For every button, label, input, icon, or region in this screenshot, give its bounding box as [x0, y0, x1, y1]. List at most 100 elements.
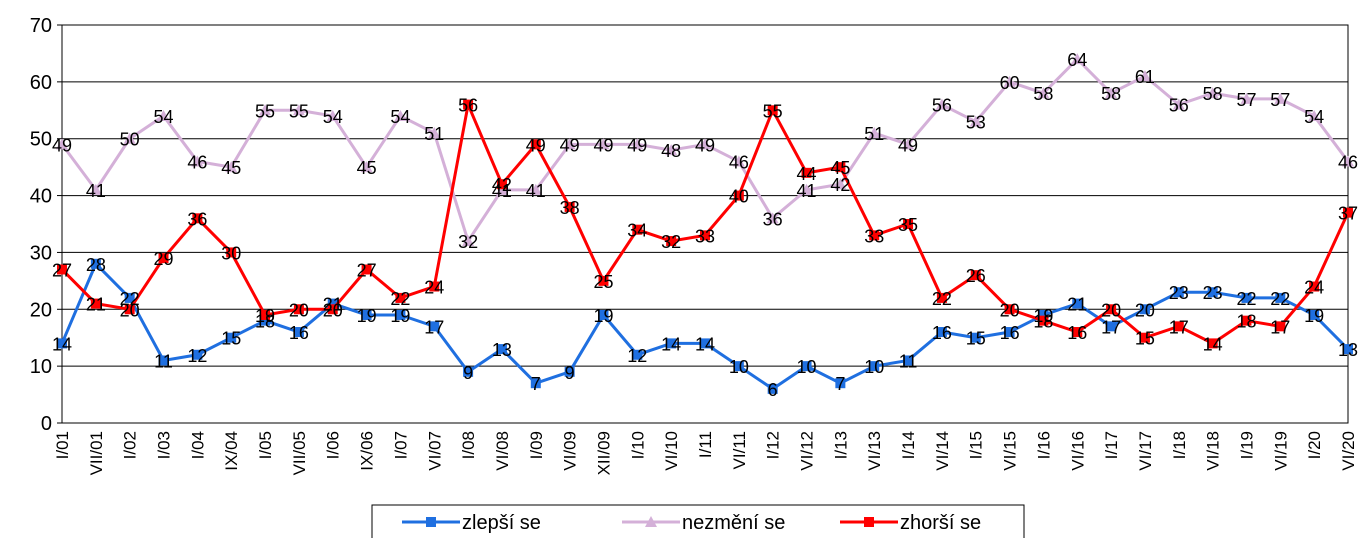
point: [259, 104, 272, 116]
data-label: 38: [560, 198, 580, 218]
data-label: 16: [1067, 323, 1087, 343]
x-tick-label: I/02: [121, 431, 140, 459]
data-label: 12: [187, 346, 207, 366]
data-label: 20: [1000, 300, 1020, 320]
data-label: 10: [864, 357, 884, 377]
point: [1037, 87, 1050, 99]
x-tick-label: I/03: [155, 431, 174, 459]
data-label: 25: [593, 272, 613, 292]
point: [293, 304, 304, 315]
point: [495, 183, 508, 195]
x-tick-label: I/09: [527, 431, 546, 459]
data-label: 28: [86, 255, 106, 275]
data-label: 58: [1101, 84, 1121, 104]
point: [1206, 87, 1219, 99]
data-label: 21: [86, 295, 106, 315]
point: [666, 236, 677, 247]
data-label: 55: [289, 101, 309, 121]
point: [868, 127, 881, 139]
point: [360, 161, 373, 173]
point: [1004, 304, 1015, 315]
data-label: 14: [661, 334, 681, 354]
data-label: 14: [695, 334, 715, 354]
data-label: 41: [526, 181, 546, 201]
point: [1308, 109, 1321, 121]
y-tick-label: 20: [30, 299, 52, 321]
data-label: 49: [52, 135, 72, 155]
data-label: 55: [763, 101, 783, 121]
data-label: 61: [1135, 67, 1155, 87]
data-label: 32: [661, 232, 681, 252]
data-label: 49: [526, 135, 546, 155]
y-tick-label: 70: [30, 15, 52, 37]
plot-area: [61, 24, 1349, 424]
point: [260, 315, 271, 326]
data-label: 14: [1203, 334, 1223, 354]
point: [1038, 309, 1049, 320]
data-label: 22: [1270, 289, 1290, 309]
point: [767, 105, 778, 116]
data-label: 21: [323, 295, 343, 315]
x-tick-label: I/16: [1034, 431, 1053, 459]
legend-marker: [645, 516, 657, 527]
data-label: 22: [1236, 289, 1256, 309]
data-label: 45: [357, 158, 377, 178]
data-label: 24: [424, 278, 444, 298]
point: [733, 190, 744, 201]
point: [1139, 304, 1150, 315]
x-tick-label: I/08: [459, 431, 478, 459]
data-label: 60: [1000, 73, 1020, 93]
data-label: 36: [187, 209, 207, 229]
point: [428, 127, 441, 139]
data-label: 16: [289, 323, 309, 343]
point: [597, 138, 610, 150]
point: [226, 332, 237, 343]
data-label: 58: [1203, 84, 1223, 104]
data-label: 33: [695, 226, 715, 246]
data-label: 23: [1203, 283, 1223, 303]
data-label: 6: [768, 380, 778, 400]
point: [124, 292, 135, 303]
data-label: 34: [627, 221, 647, 241]
point: [598, 275, 609, 286]
point: [89, 183, 102, 195]
data-label: 49: [627, 135, 647, 155]
point: [327, 298, 338, 309]
point: [429, 281, 440, 292]
point: [564, 201, 575, 212]
x-tick-label: VII/05: [290, 431, 309, 475]
x-tick-label: VI/12: [798, 431, 817, 471]
data-label: 15: [221, 329, 241, 349]
x-tick-label: VI/07: [425, 431, 444, 471]
point: [800, 183, 813, 195]
point: [834, 178, 847, 190]
series: [57, 258, 1353, 394]
point: [598, 309, 609, 320]
data-label: 29: [154, 249, 174, 269]
point: [1241, 292, 1252, 303]
point: [1004, 327, 1015, 338]
point: [631, 138, 644, 150]
point: [700, 230, 710, 241]
data-label: 15: [966, 329, 986, 349]
point: [1106, 304, 1117, 315]
point: [936, 292, 947, 303]
x-tick-label: XII/09: [594, 431, 613, 475]
data-label: 55: [255, 101, 275, 121]
point: [56, 138, 68, 150]
data-label: 41: [492, 181, 512, 201]
x-tick-label: I/05: [256, 431, 275, 459]
point: [801, 167, 812, 178]
point: [903, 219, 914, 229]
point: [1072, 327, 1083, 338]
series: [57, 99, 1353, 349]
point: [1072, 298, 1083, 309]
data-label: 41: [797, 181, 817, 201]
data-label: 56: [458, 96, 478, 116]
point: [632, 224, 643, 235]
point: [158, 355, 169, 366]
data-label: 17: [424, 317, 444, 337]
data-label: 26: [966, 266, 986, 286]
data-label: 54: [154, 107, 174, 127]
x-tick-label: VI/13: [865, 431, 884, 471]
